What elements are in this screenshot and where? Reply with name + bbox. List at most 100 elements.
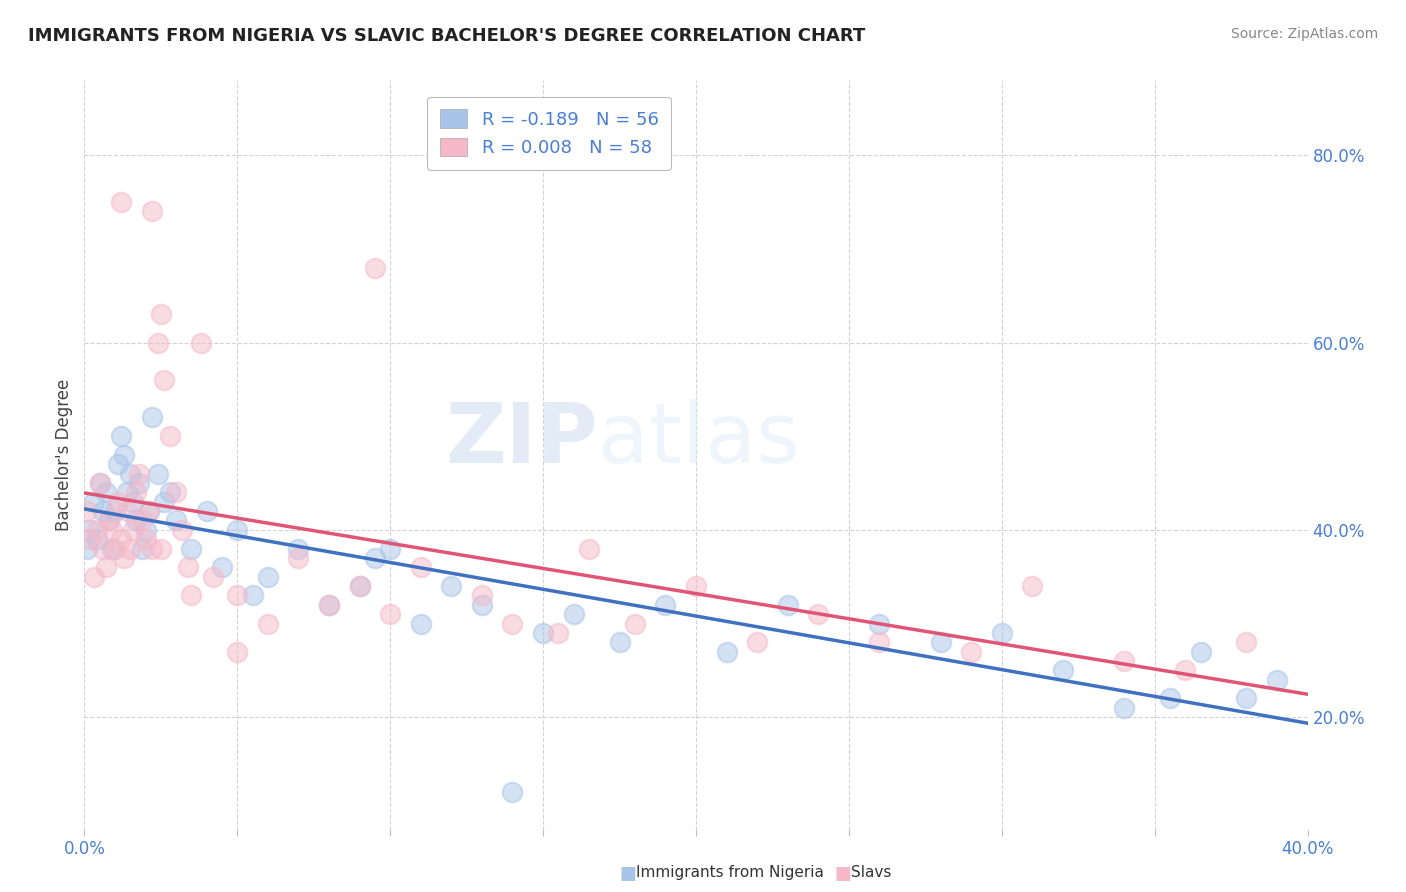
Point [110, 429, 132, 443]
Point [94, 560, 117, 574]
Point [502, 785, 524, 799]
Point [141, 410, 163, 425]
Point [135, 523, 157, 537]
Point [226, 644, 249, 658]
Point [1021, 579, 1043, 593]
Point [685, 579, 707, 593]
Point [380, 541, 402, 556]
Point [1052, 664, 1074, 678]
Point [257, 616, 280, 631]
Point [471, 589, 494, 603]
Point [177, 560, 200, 574]
Point [226, 589, 249, 603]
Point [165, 514, 187, 528]
Point [91, 541, 114, 556]
Point [195, 504, 218, 518]
Point [869, 635, 891, 649]
Point [471, 598, 494, 612]
Point [76, 504, 98, 518]
Point [83, 570, 105, 584]
Point [1189, 644, 1212, 658]
Text: atlas: atlas [598, 400, 800, 481]
Point [654, 598, 676, 612]
Point [159, 485, 181, 500]
Text: ▪: ▪ [834, 858, 852, 887]
Point [578, 541, 600, 556]
Point [364, 551, 387, 566]
Point [409, 616, 432, 631]
Point [146, 335, 169, 350]
Point [409, 560, 432, 574]
Point [287, 541, 309, 556]
Point [547, 626, 569, 640]
Point [122, 523, 145, 537]
Point [94, 485, 117, 500]
Point [146, 467, 169, 481]
Point [89, 476, 111, 491]
Point [125, 514, 148, 528]
Point [153, 373, 176, 387]
Point [165, 485, 187, 500]
Point [211, 560, 233, 574]
Point [531, 626, 554, 640]
Point [153, 494, 176, 508]
Point [104, 541, 127, 556]
Point [1265, 673, 1288, 687]
Point [135, 532, 157, 546]
Text: ▪: ▪ [619, 858, 637, 887]
Point [115, 504, 138, 518]
Point [138, 504, 160, 518]
Point [86, 532, 108, 546]
Point [349, 579, 371, 593]
Point [128, 467, 150, 481]
Point [776, 598, 799, 612]
Point [991, 626, 1014, 640]
Point [242, 589, 264, 603]
Point [110, 195, 132, 210]
Point [110, 532, 132, 546]
Point [960, 644, 983, 658]
Point [869, 616, 891, 631]
Point [131, 514, 153, 528]
Point [190, 335, 212, 350]
Point [149, 307, 172, 321]
Point [624, 616, 647, 631]
Point [747, 635, 769, 649]
Point [83, 494, 105, 508]
Point [120, 541, 142, 556]
Point [172, 523, 194, 537]
Text: Immigrants from Nigeria: Immigrants from Nigeria [636, 865, 824, 880]
Point [107, 494, 129, 508]
Point [1114, 654, 1136, 668]
Point [131, 541, 153, 556]
Point [104, 504, 127, 518]
Point [101, 541, 124, 556]
Point [112, 448, 135, 462]
Point [807, 607, 830, 621]
Point [318, 598, 340, 612]
Point [97, 514, 120, 528]
Point [115, 485, 138, 500]
Point [112, 551, 135, 566]
Point [149, 541, 172, 556]
Point [159, 429, 181, 443]
Y-axis label: Bachelor's Degree: Bachelor's Degree [55, 379, 73, 531]
Point [141, 204, 163, 219]
Point [89, 476, 111, 491]
Point [180, 589, 202, 603]
Point [141, 541, 163, 556]
Legend: R = -0.189   N = 56, R = 0.008   N = 58: R = -0.189 N = 56, R = 0.008 N = 58 [427, 97, 671, 169]
Point [1174, 664, 1197, 678]
Point [138, 504, 160, 518]
Point [1114, 701, 1136, 715]
Point [929, 635, 952, 649]
Text: IMMIGRANTS FROM NIGERIA VS SLAVIC BACHELOR'S DEGREE CORRELATION CHART: IMMIGRANTS FROM NIGERIA VS SLAVIC BACHEL… [28, 27, 865, 45]
Point [128, 476, 150, 491]
Point [440, 579, 463, 593]
Point [91, 504, 114, 518]
Point [1236, 691, 1258, 706]
Point [364, 260, 387, 275]
Point [318, 598, 340, 612]
Point [79, 532, 101, 546]
Point [562, 607, 585, 621]
